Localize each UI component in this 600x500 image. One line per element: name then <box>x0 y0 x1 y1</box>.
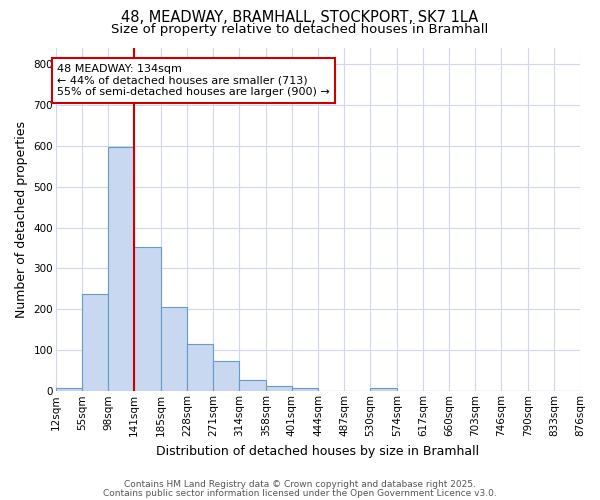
Bar <box>134 247 161 392</box>
Bar <box>213 362 239 392</box>
Bar <box>187 344 213 392</box>
X-axis label: Distribution of detached houses by size in Bramhall: Distribution of detached houses by size … <box>157 444 479 458</box>
Bar <box>292 388 318 392</box>
Text: Size of property relative to detached houses in Bramhall: Size of property relative to detached ho… <box>112 22 488 36</box>
Bar <box>56 388 82 392</box>
Text: Contains HM Land Registry data © Crown copyright and database right 2025.: Contains HM Land Registry data © Crown c… <box>124 480 476 489</box>
Bar <box>161 308 187 392</box>
Bar <box>266 386 292 392</box>
Text: 48 MEADWAY: 134sqm
← 44% of detached houses are smaller (713)
55% of semi-detach: 48 MEADWAY: 134sqm ← 44% of detached hou… <box>57 64 330 97</box>
Text: Contains public sector information licensed under the Open Government Licence v3: Contains public sector information licen… <box>103 488 497 498</box>
Y-axis label: Number of detached properties: Number of detached properties <box>15 121 28 318</box>
Bar <box>108 147 134 392</box>
Bar <box>370 388 397 392</box>
Bar <box>239 380 266 392</box>
Text: 48, MEADWAY, BRAMHALL, STOCKPORT, SK7 1LA: 48, MEADWAY, BRAMHALL, STOCKPORT, SK7 1L… <box>121 10 479 25</box>
Bar <box>82 294 108 392</box>
